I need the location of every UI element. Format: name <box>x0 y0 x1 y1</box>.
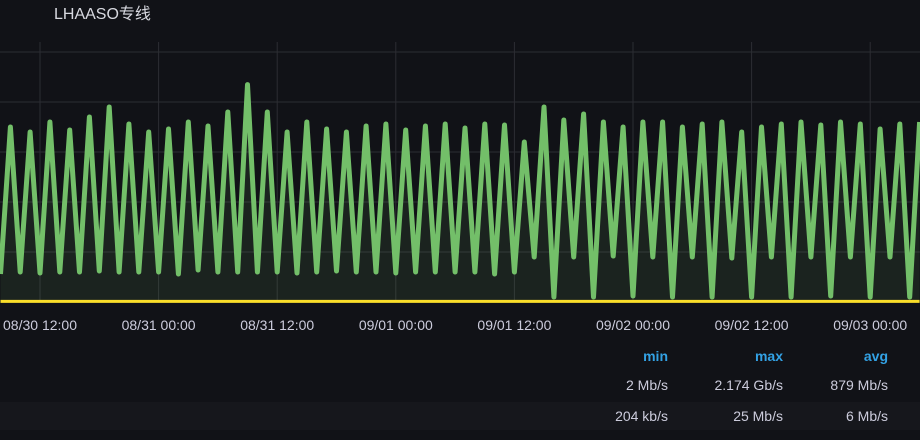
legend-avg: 6 Mb/s <box>845 408 888 424</box>
legend-header-max[interactable]: max <box>754 348 783 364</box>
legend-min: 204 kb/s <box>615 408 668 424</box>
panel-title: LHAASO专线 <box>54 6 151 23</box>
x-tick-label: 09/01 12:00 <box>477 317 551 333</box>
series-layer <box>0 82 920 303</box>
legend-row[interactable]: 204 kb/s 25 Mb/s 6 Mb/s <box>0 402 920 430</box>
x-tick-label: 09/02 00:00 <box>596 317 670 333</box>
x-axis: 08/30 12:00 08/31 00:00 08/31 12:00 09/01 0… <box>3 317 907 333</box>
x-tick-label: 08/31 00:00 <box>122 317 196 333</box>
legend-min: 2 Mb/s <box>625 377 668 393</box>
legend-max: 25 Mb/s <box>733 408 783 424</box>
legend-avg: 879 Mb/s <box>830 377 888 393</box>
series-line-green[interactable] <box>0 82 920 300</box>
time-series-chart[interactable]: 08/30 12:00 08/31 00:00 08/31 12:00 09/01 0… <box>0 0 920 340</box>
legend-header-min[interactable]: min <box>643 348 668 364</box>
x-tick-label: 09/01 00:00 <box>359 317 433 333</box>
legend-header-row: min max avg <box>0 342 920 370</box>
legend-max: 2.174 Gb/s <box>714 377 784 393</box>
x-tick-label: 08/31 12:00 <box>240 317 314 333</box>
x-tick-label: 08/30 12:00 <box>3 317 77 333</box>
x-tick-label: 09/02 12:00 <box>715 317 789 333</box>
legend-row[interactable]: 2 Mb/s 2.174 Gb/s 879 Mb/s <box>0 371 920 399</box>
x-tick-label: 09/03 00:00 <box>833 317 907 333</box>
legend-header-avg[interactable]: avg <box>863 348 888 364</box>
